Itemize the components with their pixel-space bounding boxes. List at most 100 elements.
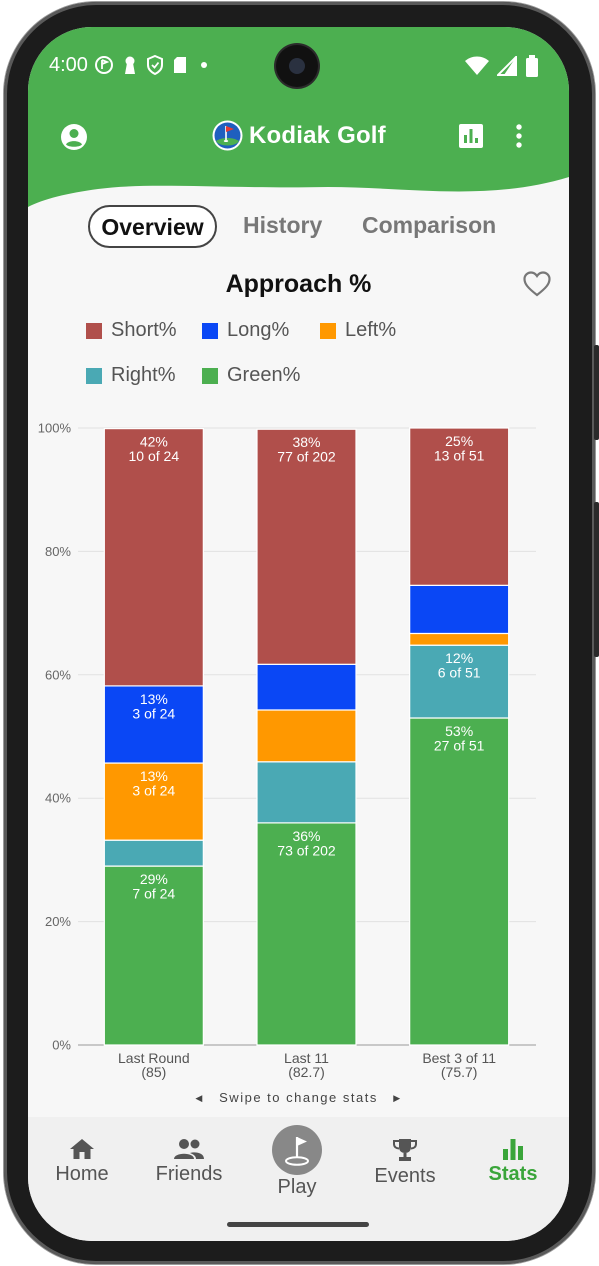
bar-segment[interactable] [103,428,204,687]
kodiak-golf-logo-icon [212,120,243,151]
golf-notification-icon [95,56,113,74]
nav-events[interactable]: Events [360,1137,450,1188]
bar-segment[interactable] [409,717,510,1046]
tab-comparison[interactable]: Comparison [362,212,497,238]
legend-item-green: Green% [202,364,300,387]
x-tick-sublabel: (75.7) [441,1064,478,1080]
status-system-icons [465,55,539,77]
tab-overview[interactable]: Overview [88,205,217,248]
data-label: 77 of 202 [277,449,336,465]
battery-icon [526,55,538,77]
app-title-group: Kodiak Golf [212,120,386,151]
data-label: 12% [445,650,473,666]
trophy-icon [393,1139,417,1161]
legend-label-long: Long% [227,319,290,341]
gesture-home-indicator[interactable] [227,1222,369,1227]
screen: 4:00 [28,27,569,1241]
nav-home[interactable]: Home [37,1137,127,1186]
legend-item-right: Right% [86,364,175,387]
data-label: 53% [445,723,473,739]
nav-play[interactable]: Play [252,1125,342,1199]
x-tick-label: Last Round [118,1050,190,1066]
nav-home-label: Home [55,1163,109,1185]
data-label: 38% [292,434,320,450]
data-label: 42% [140,434,168,450]
bar-segment[interactable] [409,427,510,586]
data-label: 13 of 51 [434,448,485,464]
bar-segment[interactable] [103,762,204,841]
status-notification-icons [94,55,212,75]
data-label: 27 of 51 [434,737,485,753]
data-label: 3 of 24 [132,705,175,721]
nav-stats[interactable]: Stats [468,1137,558,1186]
bar-segment[interactable] [256,663,357,711]
legend-label-left: Left% [345,319,397,341]
swipe-hint: ◀ Swipe to change stats ▶ [28,1090,569,1105]
data-label: 25% [445,433,473,449]
nav-stats-label: Stats [488,1163,538,1185]
dot-icon [201,62,207,68]
x-tick-label: Best 3 of 11 [422,1050,496,1066]
bar-segment[interactable] [103,865,204,1046]
x-tick-label: Last 11 [284,1050,329,1066]
app-title: Kodiak Golf [249,121,386,149]
legend-label-right: Right% [111,364,176,386]
y-tick-label: 80% [45,544,71,559]
stats-tabs: Overview History Comparison [28,205,569,249]
bar-segment[interactable] [409,584,510,635]
sd-card-icon [174,57,186,73]
y-tick-label: 60% [45,667,71,682]
nav-events-label: Events [374,1165,436,1187]
legend-swatch-short [86,322,102,339]
favorite-heart-icon[interactable] [523,271,551,297]
app-bar: Kodiak Golf [28,117,569,157]
y-tick-label: 100% [38,421,72,436]
data-label: 6 of 51 [438,665,481,681]
shield-icon [147,55,163,75]
header: 4:00 [28,27,569,227]
tab-history[interactable]: History [243,212,323,238]
legend-item-short: Short% [86,319,177,342]
bar-chart-icon [503,1139,523,1160]
power-button [594,345,599,440]
header-wave-background [28,27,569,207]
data-label: 73 of 202 [277,842,336,858]
account-icon[interactable] [60,123,88,151]
chart-title: Approach % [225,270,372,298]
wifi-icon [465,56,489,75]
nav-friends[interactable]: Friends [144,1137,234,1186]
data-label: 36% [292,828,320,844]
y-tick-label: 0% [52,1038,71,1053]
friends-icon [174,1139,204,1159]
legend-swatch-left [320,322,336,339]
more-vert-icon[interactable] [515,122,523,150]
data-label: 3 of 24 [132,783,175,799]
data-label: 7 of 24 [132,886,175,902]
keyhole-icon [125,56,135,74]
x-tick-sublabel: (82.7) [288,1064,325,1080]
cell-signal-icon [497,56,517,76]
data-label: 13% [140,691,168,707]
bar-segment[interactable] [256,761,357,824]
legend-swatch-long [202,322,218,339]
data-label: 10 of 24 [129,448,180,464]
status-bar: 4:00 [28,51,569,79]
legend-label-short: Short% [111,319,177,341]
play-button[interactable] [272,1125,322,1175]
bottom-navigation: Home Friends Play [28,1117,569,1241]
swipe-left-arrow-icon[interactable]: ◀ [195,1093,204,1103]
home-icon [70,1139,94,1159]
bar-segment[interactable] [103,839,204,867]
data-label: 13% [140,768,168,784]
chart-view-icon[interactable] [459,124,483,148]
swipe-hint-text: Swipe to change stats [219,1090,378,1105]
bar-segment[interactable] [256,428,357,665]
bar-segment[interactable] [256,822,357,1046]
x-tick-sublabel: (85) [141,1064,166,1080]
bar-segment[interactable] [409,632,510,646]
legend-item-long: Long% [202,319,289,342]
bar-segment[interactable] [256,709,357,763]
bar-segment[interactable] [103,685,204,764]
swipe-right-arrow-icon[interactable]: ▶ [393,1093,402,1103]
